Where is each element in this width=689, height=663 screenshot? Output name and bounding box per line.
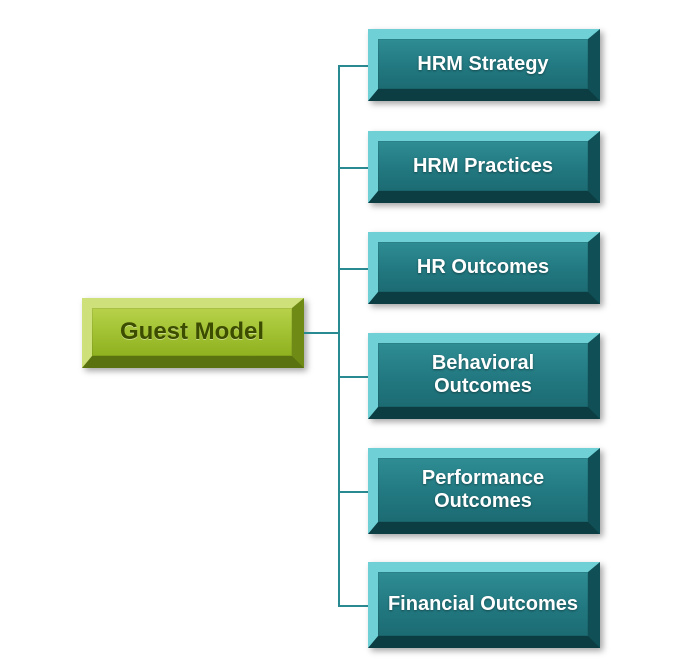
child-label-3: Behavioral Outcomes	[378, 352, 588, 398]
connector-root-stub	[304, 332, 338, 334]
root-label: Guest Model	[114, 318, 270, 346]
connector-branch-1	[338, 167, 368, 169]
child-label-1: HRM Practices	[407, 155, 559, 178]
diagram-canvas: Guest Model HRM Strategy HRM Practices H…	[0, 0, 689, 663]
connector-branch-5	[338, 605, 368, 607]
child-label-5: Financial Outcomes	[382, 593, 584, 616]
connector-branch-2	[338, 268, 368, 270]
connector-branch-3	[338, 376, 368, 378]
connector-trunk	[338, 65, 340, 605]
child-node-3: Behavioral Outcomes	[368, 333, 600, 419]
root-node: Guest Model	[82, 298, 304, 368]
child-label-2: HR Outcomes	[411, 256, 555, 279]
child-node-5: Financial Outcomes	[368, 562, 600, 648]
child-node-4: Performance Outcomes	[368, 448, 600, 534]
connector-branch-4	[338, 491, 368, 493]
connector-branch-0	[338, 65, 368, 67]
child-label-4: Performance Outcomes	[378, 467, 588, 513]
child-node-0: HRM Strategy	[368, 29, 600, 101]
child-node-2: HR Outcomes	[368, 232, 600, 304]
child-node-1: HRM Practices	[368, 131, 600, 203]
child-label-0: HRM Strategy	[411, 53, 554, 76]
